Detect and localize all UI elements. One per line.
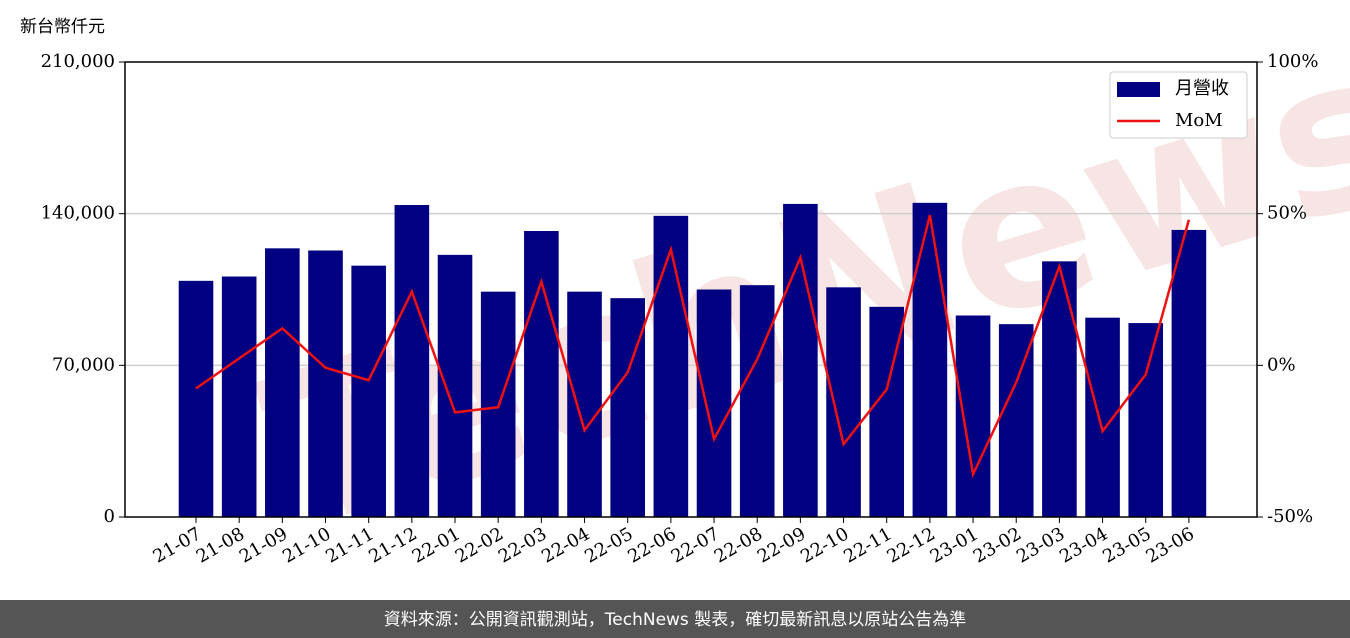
- x-tick-label: 21-09: [236, 523, 291, 567]
- bar: [221, 276, 257, 517]
- bar: [1042, 261, 1077, 517]
- x-tick-label: 22-11: [840, 523, 895, 567]
- bar: [351, 265, 386, 517]
- bar: [610, 298, 645, 517]
- y-tick-label: 0: [104, 506, 115, 527]
- bar: [653, 215, 689, 518]
- bar: [998, 324, 1034, 517]
- y2-tick-label: 50%: [1267, 203, 1307, 224]
- bar: [1171, 229, 1207, 517]
- x-tick-label: 22-07: [668, 523, 723, 567]
- legend-label: 月營收: [1175, 78, 1229, 99]
- y-tick-label: 70,000: [52, 354, 115, 375]
- bar: [1128, 323, 1164, 517]
- x-tick-label: 22-08: [711, 523, 766, 567]
- bar: [265, 248, 300, 518]
- bar: [783, 203, 818, 517]
- bar: [826, 287, 861, 517]
- line: [195, 214, 1191, 479]
- x-tick-label: 21-07: [150, 523, 205, 567]
- bar: [696, 289, 732, 517]
- plot-frame: [124, 61, 1258, 518]
- legend-swatch: [1117, 82, 1160, 97]
- x-tick-label: 23-01: [927, 523, 982, 567]
- x-tick-label: 23-04: [1056, 523, 1111, 567]
- x-tick-label: 22-03: [495, 523, 550, 567]
- x-tick-label: 23-02: [970, 523, 1025, 567]
- x-tick-label: 23-06: [1142, 523, 1197, 567]
- footer: 資料來源：公開資訊觀測站，TechNews 製表，確切最新訊息以原站公告為準: [384, 610, 966, 630]
- bar: [394, 205, 430, 517]
- legend-label: MoM: [1175, 110, 1223, 131]
- bar: [178, 280, 214, 517]
- y2-tick-label: -50%: [1267, 506, 1313, 527]
- x-tick-label: 22-12: [883, 523, 938, 567]
- bar: [567, 291, 602, 517]
- bar: [308, 250, 343, 517]
- bar: [437, 254, 473, 518]
- bar: [955, 315, 991, 517]
- y-axis-label: 新台幣仟元: [20, 17, 105, 37]
- bar: [524, 231, 559, 517]
- x-tick-label: 22-04: [538, 523, 593, 567]
- x-tick-label: 21-08: [193, 523, 248, 567]
- x-tick-label: 23-05: [1099, 523, 1154, 567]
- x-tick-label: 22-09: [754, 523, 809, 567]
- bar: [912, 202, 948, 518]
- x-tick-label: 23-03: [1013, 523, 1068, 567]
- y-tick-label: 210,000: [41, 51, 115, 72]
- bar: [739, 285, 775, 517]
- y2-tick-label: 100%: [1267, 51, 1318, 72]
- x-tick-label: 22-06: [624, 523, 679, 567]
- x-tick-label: 22-05: [581, 523, 636, 567]
- footer-bar: [0, 600, 1350, 638]
- bar: [1085, 317, 1120, 517]
- y2-tick-label: 0%: [1267, 354, 1296, 375]
- y-tick-label: 140,000: [41, 203, 115, 224]
- x-tick-label: 22-10: [797, 523, 852, 567]
